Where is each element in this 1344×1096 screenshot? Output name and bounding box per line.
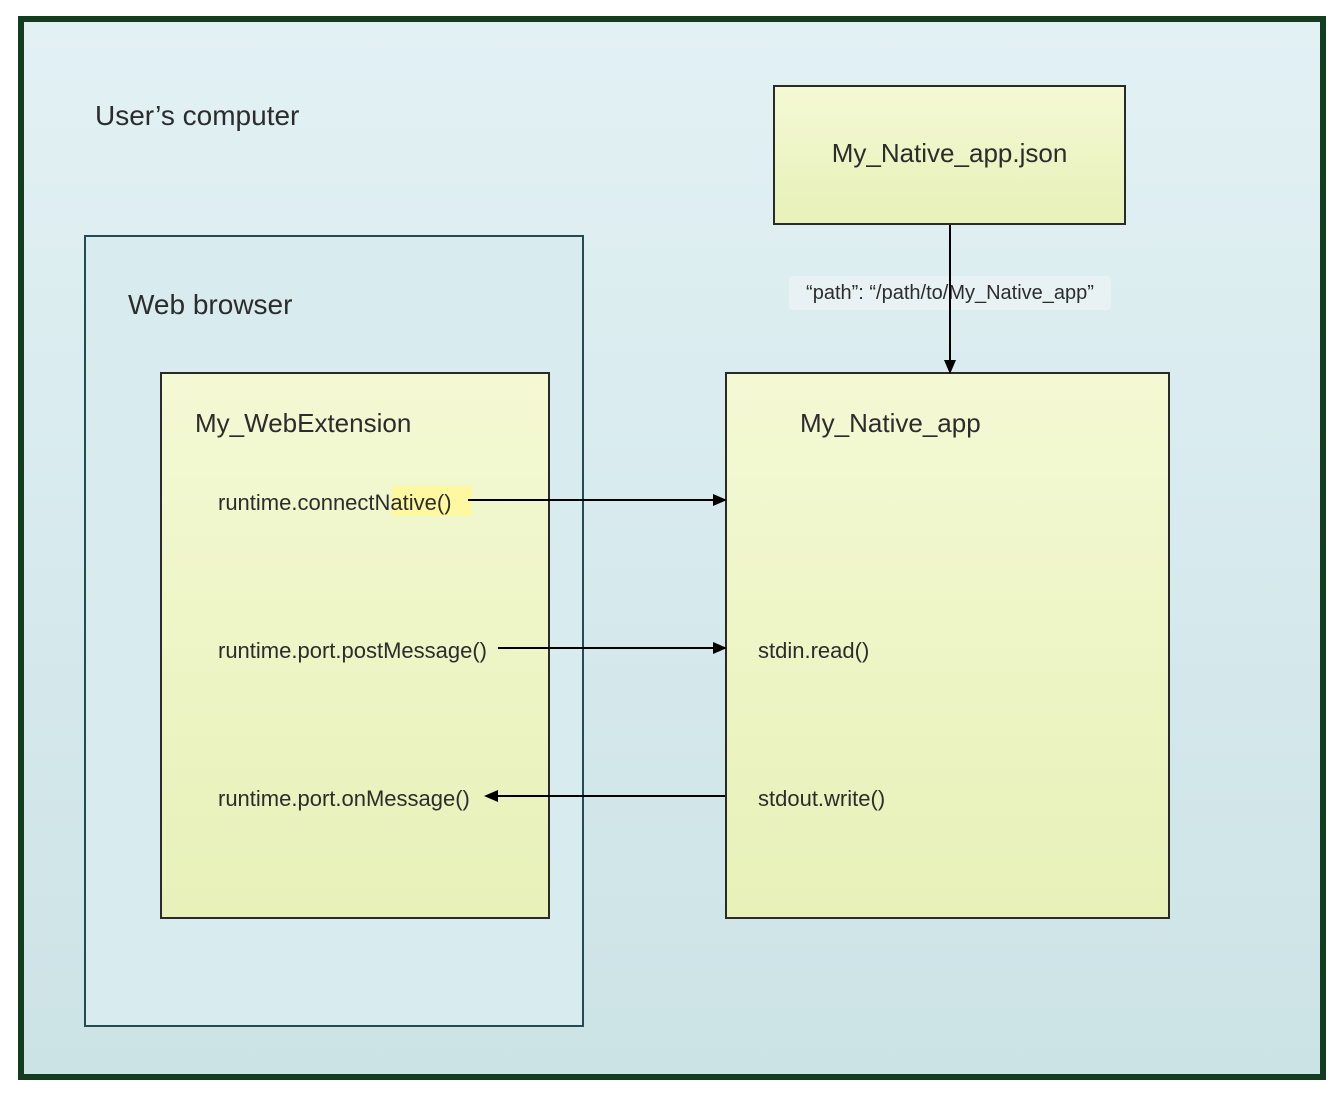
api-post: runtime.port.postMessage() xyxy=(218,638,487,664)
outer-title: User’s computer xyxy=(95,100,299,132)
json-title: My_Native_app.json xyxy=(773,138,1126,169)
path-label: “path”: “/path/to/My_Native_app” xyxy=(789,276,1111,310)
api-connect: runtime.connectNative() xyxy=(218,490,452,516)
native-title: My_Native_app xyxy=(800,408,981,439)
ext-title: My_WebExtension xyxy=(195,408,411,439)
api-stdin: stdin.read() xyxy=(758,638,869,664)
browser-title: Web browser xyxy=(128,289,292,321)
api-stdout: stdout.write() xyxy=(758,786,885,812)
diagram-canvas: User’s computer Web browser My_WebExtensio… xyxy=(0,0,1344,1096)
api-onmessage: runtime.port.onMessage() xyxy=(218,786,470,812)
